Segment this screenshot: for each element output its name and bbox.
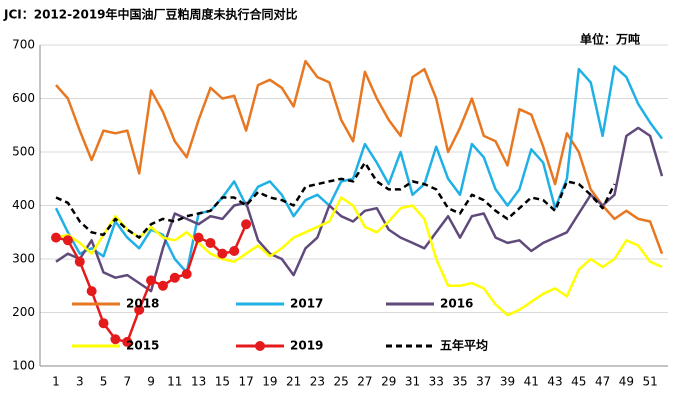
x-tick-label: 43 (547, 375, 562, 389)
y-tick-label: 500 (12, 145, 35, 159)
series-marker (51, 232, 61, 243)
y-tick-label: 700 (12, 38, 35, 52)
legend-label: 五年平均 (440, 338, 488, 353)
series-marker (62, 235, 73, 246)
series-marker (146, 275, 157, 286)
x-tick-label: 51 (642, 375, 657, 389)
legend-marker (255, 341, 265, 351)
x-tick-label: 37 (476, 375, 491, 389)
x-tick-label: 33 (429, 375, 444, 389)
x-tick-label: 49 (619, 375, 634, 389)
x-tick-label: 25 (334, 375, 349, 389)
x-tick-label: 45 (571, 375, 586, 389)
chart-title: JCI：2012-2019年中国油厂豆粕周度未执行合同对比 (3, 7, 298, 22)
x-tick-label: 3 (76, 375, 84, 389)
series-marker (241, 219, 252, 230)
x-tick-label: 27 (357, 375, 372, 389)
x-tick-label: 17 (238, 375, 253, 389)
x-tick-label: 23 (310, 375, 325, 389)
series-marker (229, 245, 240, 256)
series-line (55, 161, 616, 239)
series-marker (74, 256, 85, 267)
y-tick-label: 200 (12, 305, 35, 319)
series-line (54, 65, 664, 274)
unit-label: 单位：万吨 (580, 32, 640, 47)
legend-label: 2017 (290, 297, 323, 311)
x-tick-label: 13 (191, 375, 206, 389)
y-tick-label: 100 (12, 359, 35, 373)
x-tick-label: 41 (524, 375, 539, 389)
series-marker (217, 248, 228, 259)
series-marker (134, 304, 145, 315)
series-marker (157, 280, 168, 291)
x-tick-label: 21 (286, 375, 301, 389)
legend-label: 2015 (126, 339, 159, 353)
series-marker (98, 318, 109, 329)
series-marker (169, 272, 180, 283)
series-marker (110, 334, 121, 345)
series-line (55, 59, 664, 255)
x-tick-label: 35 (452, 375, 467, 389)
series-line (55, 196, 663, 317)
series-marker (193, 232, 204, 243)
y-tick-label: 400 (12, 198, 35, 212)
y-tick-label: 600 (12, 91, 35, 105)
x-tick-label: 9 (147, 375, 155, 389)
legend-label: 2018 (126, 297, 159, 311)
series-marker (205, 237, 216, 248)
x-tick-label: 47 (595, 375, 610, 389)
series-marker (86, 286, 97, 297)
x-tick-label: 15 (215, 375, 230, 389)
legend-label: 2016 (440, 297, 473, 311)
x-tick-label: 31 (405, 375, 420, 389)
series-marker (181, 268, 192, 279)
legend-label: 2019 (290, 339, 323, 353)
x-tick-label: 5 (100, 375, 108, 389)
x-tick-label: 7 (123, 375, 131, 389)
x-tick-label: 1 (52, 375, 60, 389)
y-tick-label: 300 (12, 252, 35, 266)
x-tick-label: 11 (167, 375, 182, 389)
x-tick-label: 39 (500, 375, 515, 389)
series-marker (122, 336, 133, 347)
x-tick-label: 29 (381, 375, 396, 389)
x-tick-label: 19 (262, 375, 277, 389)
